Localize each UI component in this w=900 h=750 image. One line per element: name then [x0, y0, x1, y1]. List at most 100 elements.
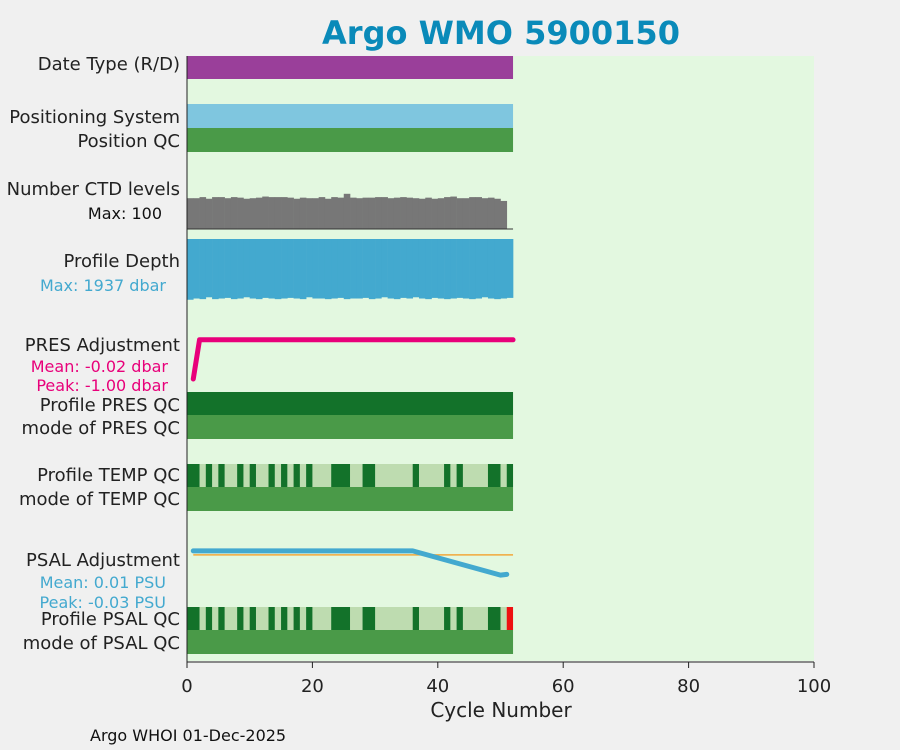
ctd-levels-bar: [494, 198, 501, 229]
profile-depth-bar: [350, 239, 357, 299]
profile-depth-bar: [331, 239, 338, 299]
ctd-levels-bar: [412, 198, 420, 229]
ctd-levels-bar: [400, 197, 407, 229]
profile-depth-bar: [400, 239, 407, 298]
positioning-system-bar: [187, 104, 514, 128]
label-psal-adjustment: PSAL Adjustment: [26, 550, 180, 571]
profile-depth-bar: [500, 239, 508, 299]
profile-psal-qc-segment: [249, 607, 256, 630]
pres-adjustment-line: [190, 337, 516, 382]
ctd-levels-bar: [230, 197, 238, 229]
ctd-levels-bar: [312, 198, 319, 229]
label-mode-pres-qc: mode of PRES QC: [22, 418, 180, 439]
profile-psal-qc-segment: [444, 607, 451, 630]
profile-depth-bar: [362, 239, 370, 298]
ctd-levels-bar: [306, 198, 313, 229]
profile-psal-qc-segment: [237, 607, 244, 630]
profile-depth-bar: [212, 239, 219, 300]
date-type-bar: [187, 56, 514, 79]
ctd-levels-bar: [444, 197, 451, 229]
ctd-levels-bar: [375, 197, 382, 229]
profile-depth-bar: [312, 239, 319, 299]
x-ticks: 0 20 40 60 80 100: [181, 662, 831, 697]
profile-depth-bar: [306, 239, 313, 298]
ctd-levels-bar: [356, 198, 363, 229]
profile-temp-qc-segment: [306, 464, 313, 487]
ctd-levels-bar: [212, 197, 219, 229]
profile-depth-bar: [187, 239, 194, 300]
label-mode-temp-qc: mode of TEMP QC: [19, 489, 180, 510]
profile-depth-bar: [337, 239, 345, 298]
profile-depth-bar: [475, 239, 482, 299]
x-tick-label: 100: [797, 676, 831, 697]
profile-psal-qc-segment: [218, 607, 225, 630]
profile-depth-bar: [237, 239, 244, 299]
profile-depth-bar: [437, 239, 445, 299]
profile-depth-bar: [487, 239, 495, 299]
profile-depth-bar: [218, 239, 225, 299]
psal-adjustment-line: [190, 548, 510, 578]
profile-depth-bar: [243, 239, 250, 298]
mode-psal-qc-bar: [187, 630, 514, 654]
profile-temp-qc-bar: [187, 464, 514, 487]
ctd-levels-bar: [500, 200, 508, 229]
ctd-levels-bar: [268, 197, 276, 229]
ctd-levels-bar: [456, 198, 464, 229]
profile-depth-bar: [381, 239, 388, 298]
label-pres-adjustment: PRES Adjustment: [25, 335, 180, 356]
x-tick-label: 40: [426, 676, 449, 697]
profile-psal-qc-segment: [268, 607, 275, 630]
label-number-ctd-levels: Number CTD levels: [7, 179, 180, 200]
profile-depth-bar: [287, 239, 294, 298]
profile-temp-qc-segment: [187, 464, 200, 487]
ctd-levels-bar: [205, 198, 213, 229]
profile-temp-qc-segment: [412, 464, 419, 487]
ctd-levels-bar: [381, 197, 388, 229]
profile-temp-qc-segment: [205, 464, 213, 487]
ctd-levels-bar: [362, 197, 370, 229]
profile-depth-bar: [249, 239, 257, 299]
profile-depth-bar: [375, 239, 382, 299]
ctd-levels-bar: [331, 197, 338, 229]
profile-depth-bar: [406, 239, 414, 299]
ctd-levels-bar: [287, 197, 294, 229]
profile-temp-qc-segment: [362, 464, 376, 487]
profile-depth-bar: [462, 239, 470, 299]
label-profile-temp-qc: Profile TEMP QC: [37, 465, 180, 486]
profile-depth-bar: [450, 239, 457, 299]
label-profile-depth: Profile Depth: [63, 251, 180, 272]
profile-depth-bar: [281, 239, 288, 299]
profile-temp-qc-segment: [487, 464, 501, 487]
plot-area: [187, 56, 814, 661]
label-mode-psal-qc: mode of PSAL QC: [23, 633, 180, 654]
x-tick-label: 80: [677, 676, 700, 697]
ctd-levels-bar: [274, 197, 282, 229]
label-profile-psal-qc: Profile PSAL QC: [41, 609, 180, 630]
profile-temp-qc-segment: [293, 464, 300, 487]
profile-temp-qc-segment: [281, 464, 288, 487]
ctd-levels-bar: [224, 198, 232, 229]
profile-depth-bar: [230, 239, 238, 300]
profile-psal-qc-bad-segment: [506, 607, 514, 630]
ctd-levels-bar: [249, 198, 257, 229]
profile-depth-bar: [318, 239, 326, 299]
profile-depth-bar: [456, 239, 464, 298]
profile-temp-qc-segment: [456, 464, 463, 487]
profile-depth-bar: [343, 239, 351, 300]
footer-credit: Argo WHOI 01-Dec-2025: [90, 726, 286, 745]
ctd-levels-bar: [475, 197, 482, 229]
profile-depth-bar: [469, 239, 476, 300]
ctd-levels-bar: [481, 198, 489, 229]
profile-temp-qc-segment: [331, 464, 351, 487]
ctd-levels-bar: [425, 197, 432, 229]
label-positioning-system: Positioning System: [9, 107, 180, 128]
pres-mean: Mean: -0.02 dbar: [31, 357, 169, 376]
profile-psal-qc-segment: [293, 607, 300, 630]
x-tick-label: 60: [552, 676, 575, 697]
profile-depth-bar: [393, 239, 401, 300]
profile-depth-bar: [324, 239, 332, 300]
ctd-levels-bar: [350, 197, 357, 229]
ctd-levels-bar: [318, 197, 326, 229]
ctd-levels-bar: [299, 197, 307, 229]
ctd-levels-bar: [393, 197, 401, 229]
